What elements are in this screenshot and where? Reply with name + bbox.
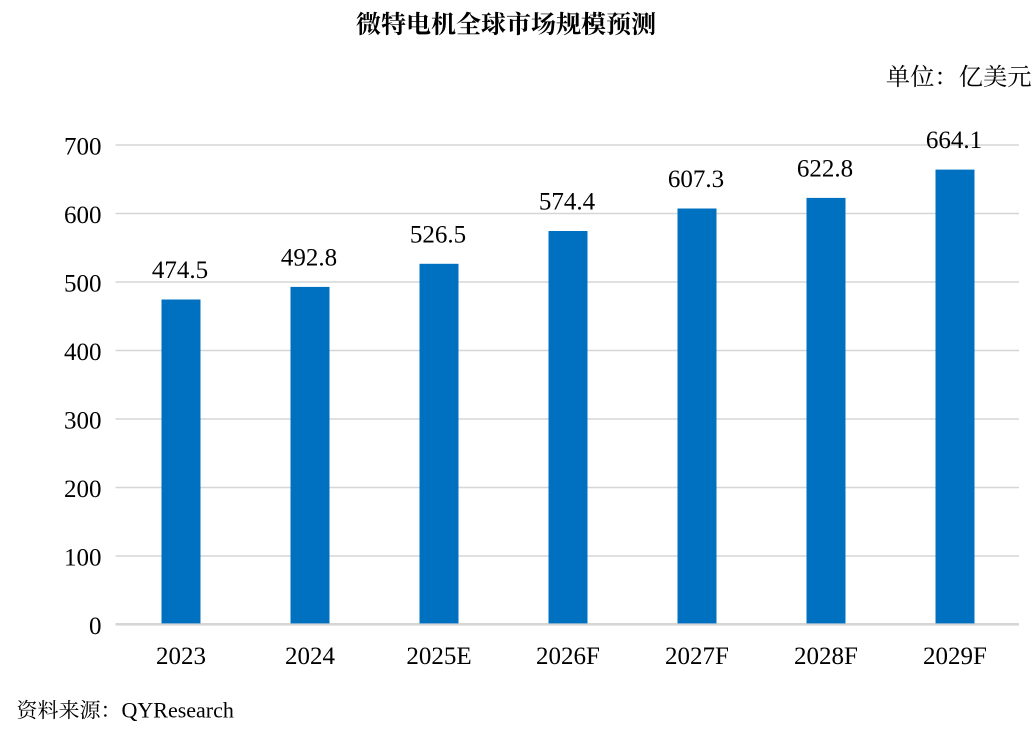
svg-text:0: 0 xyxy=(89,613,102,640)
svg-text:2025E: 2025E xyxy=(406,643,471,670)
svg-text:474.5: 474.5 xyxy=(152,257,208,284)
svg-text:500: 500 xyxy=(64,270,102,297)
svg-text:QYResearch: QYResearch xyxy=(122,698,234,723)
svg-text:300: 300 xyxy=(64,407,102,434)
svg-text:2028F: 2028F xyxy=(794,643,858,670)
svg-text:600: 600 xyxy=(64,202,102,229)
svg-text:2023: 2023 xyxy=(156,643,206,670)
svg-text:700: 700 xyxy=(64,133,102,160)
svg-text:2027F: 2027F xyxy=(665,643,729,670)
svg-text:622.8: 622.8 xyxy=(797,156,853,183)
svg-text:664.1: 664.1 xyxy=(926,127,982,154)
svg-text:492.8: 492.8 xyxy=(281,245,337,272)
svg-text:2024: 2024 xyxy=(285,643,336,670)
svg-text:607.3: 607.3 xyxy=(668,166,724,193)
svg-text:2029F: 2029F xyxy=(923,643,987,670)
svg-text:100: 100 xyxy=(64,544,102,571)
svg-text:526.5: 526.5 xyxy=(410,221,466,248)
svg-text:574.4: 574.4 xyxy=(539,189,596,216)
svg-text:400: 400 xyxy=(64,339,102,366)
svg-text:200: 200 xyxy=(64,476,102,503)
svg-text:2026F: 2026F xyxy=(536,643,600,670)
